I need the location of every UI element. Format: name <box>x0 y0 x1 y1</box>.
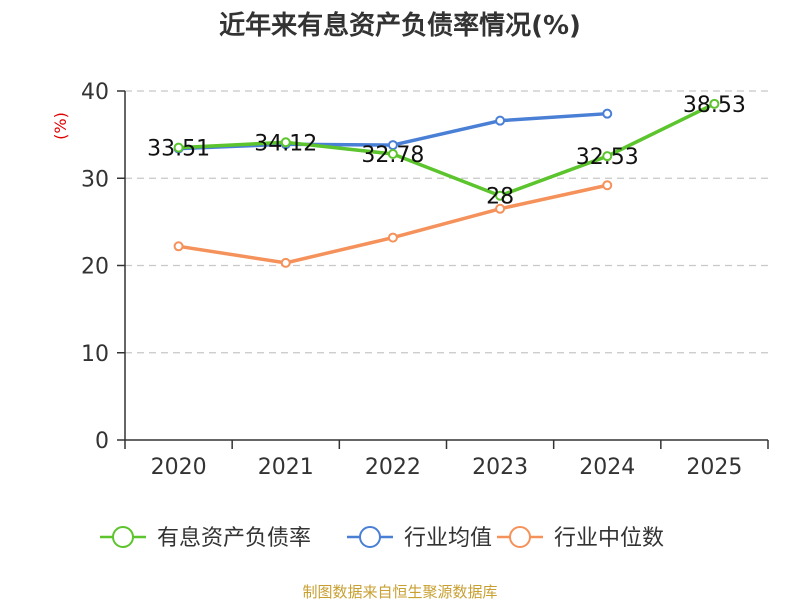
data-point <box>280 257 291 268</box>
data-point <box>173 241 184 252</box>
legend-label: 行业均值 <box>404 526 492 551</box>
data-label: 38.53 <box>683 93 746 118</box>
data-label: 28 <box>486 185 514 210</box>
y-tick-label: 0 <box>95 429 109 454</box>
axis-layer: 0 10 20 30 40 2020 2021 2022 2023 2024 2025 <box>81 80 769 480</box>
x-tick-label: 2022 <box>365 455 421 480</box>
source-note: 制图数据来自恒生聚源数据库 <box>302 583 497 600</box>
y-tick-label: 30 <box>81 167 109 192</box>
data-point <box>495 203 506 214</box>
legend-label: 有息资产负债率 <box>157 526 311 551</box>
data-label: 33.51 <box>147 137 210 162</box>
series-line-2 <box>176 183 609 265</box>
data-label: 34.12 <box>254 131 317 156</box>
y-tick-label: 20 <box>81 255 109 280</box>
data-point <box>495 115 506 126</box>
data-point <box>709 98 720 109</box>
legend-label: 行业中位数 <box>554 526 664 551</box>
x-tick-label: 2020 <box>151 455 207 480</box>
data-point <box>387 232 398 243</box>
data-point <box>387 148 398 159</box>
y-tick-label: 10 <box>81 342 109 367</box>
legend-marker <box>509 526 531 548</box>
x-tick-label: 2021 <box>258 455 314 480</box>
data-label-layer: 33.51 34.12 32.78 28 32.53 38.53 <box>147 93 746 210</box>
data-point <box>495 190 506 201</box>
data-point <box>602 108 613 119</box>
legend: 有息资产负债率 行业均值 行业中位数 <box>100 526 664 551</box>
data-point <box>602 180 613 191</box>
data-point <box>602 151 613 162</box>
x-tick-label: 2023 <box>472 455 528 480</box>
series-layer <box>173 98 720 268</box>
y-tick-label: 40 <box>81 80 109 105</box>
legend-marker <box>112 526 134 548</box>
x-tick-label: 2025 <box>686 455 742 480</box>
series-line-0 <box>176 102 717 198</box>
data-point <box>280 137 291 148</box>
data-label: 32.53 <box>576 145 639 170</box>
data-point <box>173 142 184 153</box>
data-label: 32.78 <box>361 143 424 168</box>
chart-title: 近年来有息资产负债率情况(%) <box>219 10 581 41</box>
x-tick-label: 2024 <box>579 455 635 480</box>
y-axis-label: (%) <box>51 112 70 140</box>
legend-marker <box>359 526 381 548</box>
